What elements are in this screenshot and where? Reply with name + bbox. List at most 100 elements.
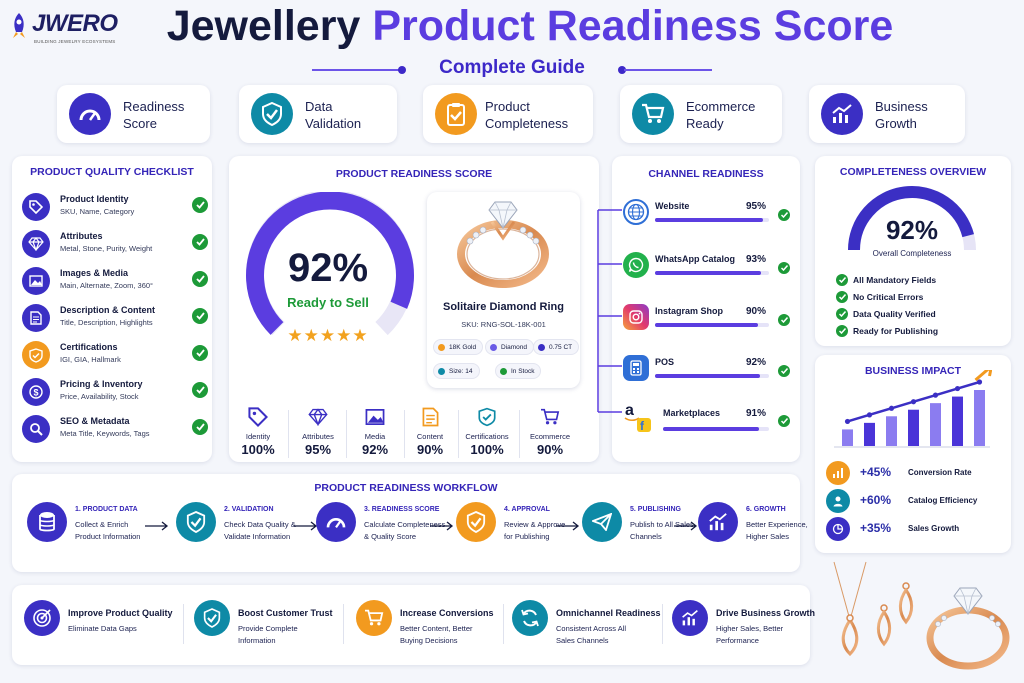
- cart-icon: [356, 600, 392, 636]
- check-icon: [836, 325, 848, 337]
- workflow-step-validation: 2. VALIDATION Check Data Quality & Validat…: [176, 500, 326, 550]
- brand-logo: JWERO BUILDING JEWELRY ECOSYSTEMS: [8, 8, 128, 48]
- document-icon: [22, 304, 50, 332]
- channel-website: Website 95%: [623, 199, 793, 243]
- impact-bar: [930, 403, 941, 446]
- star-rating: ★★★★★: [239, 326, 417, 346]
- channel-whatsapp: WhatsApp Catalog 93%: [623, 252, 793, 296]
- trend-arrow-icon: [974, 370, 992, 382]
- channel-title: CHANNEL READINESS: [648, 168, 764, 180]
- metric-certifications: Certifications 100%: [459, 404, 515, 457]
- chart-up-icon: [698, 502, 738, 542]
- checklist-item: Certifications IGI, GIA, Hallmark: [22, 338, 208, 374]
- instagram-icon: [623, 304, 649, 330]
- gauge-fill: [246, 192, 414, 335]
- subtitle-line-right: [624, 69, 712, 71]
- checklist-item: SEO & Metadata Meta Title, Keywords, Tags: [22, 412, 208, 448]
- approval-icon: [456, 502, 496, 542]
- cart-icon: [522, 404, 578, 430]
- channel-instagram: Instagram Shop 90%: [623, 304, 793, 348]
- impact-trend-point: [888, 405, 895, 411]
- feature-readiness-score: Readiness Score: [57, 85, 210, 143]
- metric-ecommerce: Ecommerce 90%: [522, 404, 578, 457]
- image-icon: [22, 267, 50, 295]
- star-icon: ★: [352, 326, 369, 345]
- channel-connector: [597, 209, 622, 413]
- impact-trend-point: [932, 392, 939, 398]
- readiness-title: PRODUCT READINESS SCORE: [335, 168, 493, 180]
- star-icon: ★: [303, 326, 320, 345]
- carat-dot-icon: [538, 343, 545, 351]
- shield-check-icon: [194, 600, 230, 636]
- workflow-step-publishing: 5. PUBLISHING Publish to All Sales Channel…: [582, 500, 732, 550]
- check-icon: [836, 291, 848, 303]
- impact-trend-point: [954, 385, 961, 392]
- brand-tagline: BUILDING JEWELRY ECOSYSTEMS: [34, 39, 116, 44]
- completeness-score: 92%: [885, 215, 939, 245]
- cart-icon: [632, 93, 674, 135]
- check-icon: [192, 271, 208, 287]
- tag-icon: [230, 404, 286, 430]
- star-icon: ★: [336, 326, 353, 345]
- checklist-item: Attributes Metal, Stone, Purity, Weight: [22, 227, 208, 263]
- impact-bar: [864, 422, 875, 446]
- search-icon: [22, 415, 50, 443]
- checklist-item: Images & Media Main, Alternate, Zoom, 360…: [22, 264, 208, 300]
- arrow-right-icon: [556, 521, 580, 531]
- chart-up-icon: [672, 600, 708, 636]
- benefit-quality: Improve Product Quality Eliminate Data Ga…: [24, 598, 184, 648]
- impact-trend-point: [976, 379, 983, 385]
- diamond-ring-image: [457, 201, 549, 288]
- brand-name: JWERO: [32, 10, 118, 37]
- feature-business-growth: Business Growth: [809, 85, 965, 143]
- dollar-icon: $: [22, 378, 50, 406]
- pill-carat: 0.75 CT: [533, 339, 580, 355]
- check-icon: [836, 274, 848, 286]
- subtitle-dot-left: [398, 66, 406, 74]
- impact-title: BUSINESS IMPACT: [864, 365, 962, 377]
- jewelry-set-image: [833, 561, 1010, 670]
- channel-pos: POS 92%: [623, 355, 793, 399]
- svg-text:$: $: [33, 388, 38, 398]
- check-icon: [192, 345, 208, 361]
- check-icon: [778, 365, 790, 377]
- check-icon: [778, 415, 790, 427]
- chart-icon: [826, 461, 850, 485]
- check-icon: [778, 209, 790, 221]
- shield-check-icon: [176, 502, 216, 542]
- check-icon: [192, 197, 208, 213]
- completeness-fill: [848, 186, 974, 251]
- feature-product-completeness: Product Completeness: [423, 85, 593, 143]
- pill-stock: In Stock: [495, 363, 542, 379]
- impact-bar: [908, 409, 919, 446]
- star-icon: ★: [287, 326, 304, 345]
- impact-card: BUSINESS IMPACT: [815, 355, 1011, 553]
- impact-trend-point: [844, 418, 851, 425]
- impact-bar: [842, 429, 853, 446]
- send-icon: [582, 502, 622, 542]
- rocket-icon: [13, 13, 25, 38]
- sync-icon: [512, 600, 548, 636]
- completeness-label: Overall Completeness: [872, 249, 952, 258]
- shield-icon: [459, 404, 515, 430]
- subtitle-line-left: [312, 69, 400, 71]
- diamond-icon: [22, 230, 50, 258]
- checklist-card: PRODUCT QUALITY CHECKLIST Product Identi…: [12, 156, 212, 462]
- completeness-title: COMPLETENESS OVERVIEW: [839, 166, 987, 178]
- impact-chart: [834, 370, 992, 448]
- image-icon: [347, 404, 403, 430]
- metric-attributes: Attributes 95%: [290, 404, 346, 457]
- size-dot-icon: [438, 367, 445, 375]
- svg-text:a: a: [625, 402, 634, 419]
- database-icon: [27, 502, 67, 542]
- checklist-item: $ Pricing & Inventory Price, Availability…: [22, 375, 208, 411]
- arrow-right-icon: [674, 521, 698, 531]
- subtitle-dot-right: [618, 66, 626, 74]
- impact-trend-point: [866, 412, 873, 418]
- diamond-icon: [290, 404, 346, 430]
- check-icon: [778, 314, 790, 326]
- product-name: Solitaire Diamond Ring: [442, 301, 564, 313]
- impact-item: +35% Sales Growth: [826, 517, 1006, 543]
- check-icon: [836, 308, 848, 320]
